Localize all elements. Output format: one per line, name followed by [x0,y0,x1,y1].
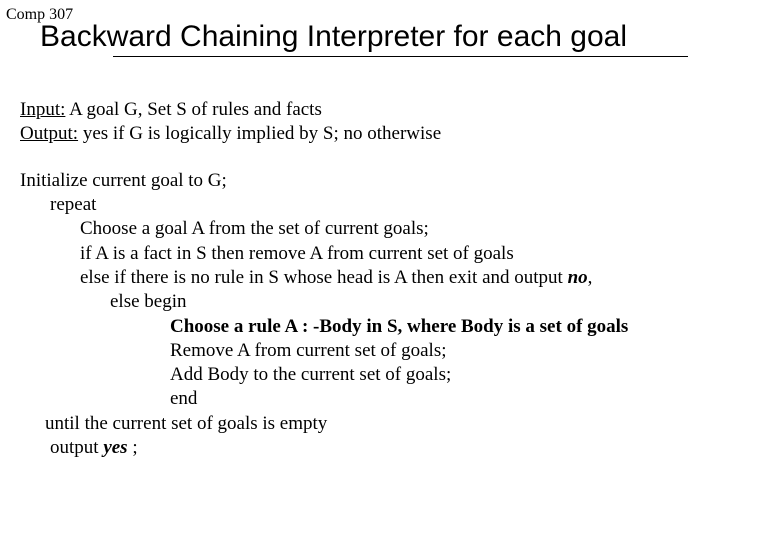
comma: , [588,267,593,288]
title-underline [113,56,688,57]
input-label: Input: [20,99,65,120]
line-add-body: Add Body to the current set of goals; [20,363,760,387]
line-elseif: else if there is no rule in S whose head… [20,266,760,290]
yes-keyword: yes [103,437,127,458]
output-prefix: output [50,437,103,458]
no-keyword: no [568,267,588,288]
content-block: Input: A goal G, Set S of rules and fact… [20,98,760,460]
line-elseif-text: else if there is no rule in S whose head… [80,267,568,288]
line-end: end [20,387,760,411]
output-label: Output: [20,123,78,144]
semicolon: ; [128,437,138,458]
spacer [20,147,760,169]
line-repeat: repeat [20,193,760,217]
line-choose-goal: Choose a goal A from the set of current … [20,217,760,241]
line-until: until the current set of goals is empty [20,412,760,436]
page-title: Backward Chaining Interpreter for each g… [40,20,627,54]
line-output-yes: output yes ; [20,436,760,460]
line-choose-rule: Choose a rule A : -Body in S, where Body… [20,315,760,339]
line-init: Initialize current goal to G; [20,169,760,193]
line-else-begin: else begin [20,290,760,314]
line-remove-a: Remove A from current set of goals; [20,339,760,363]
output-line: Output: yes if G is logically implied by… [20,122,760,146]
input-text: A goal G, Set S of rules and facts [65,99,321,120]
output-text: yes if G is logically implied by S; no o… [78,123,441,144]
line-if-fact: if A is a fact in S then remove A from c… [20,242,760,266]
input-line: Input: A goal G, Set S of rules and fact… [20,98,760,122]
